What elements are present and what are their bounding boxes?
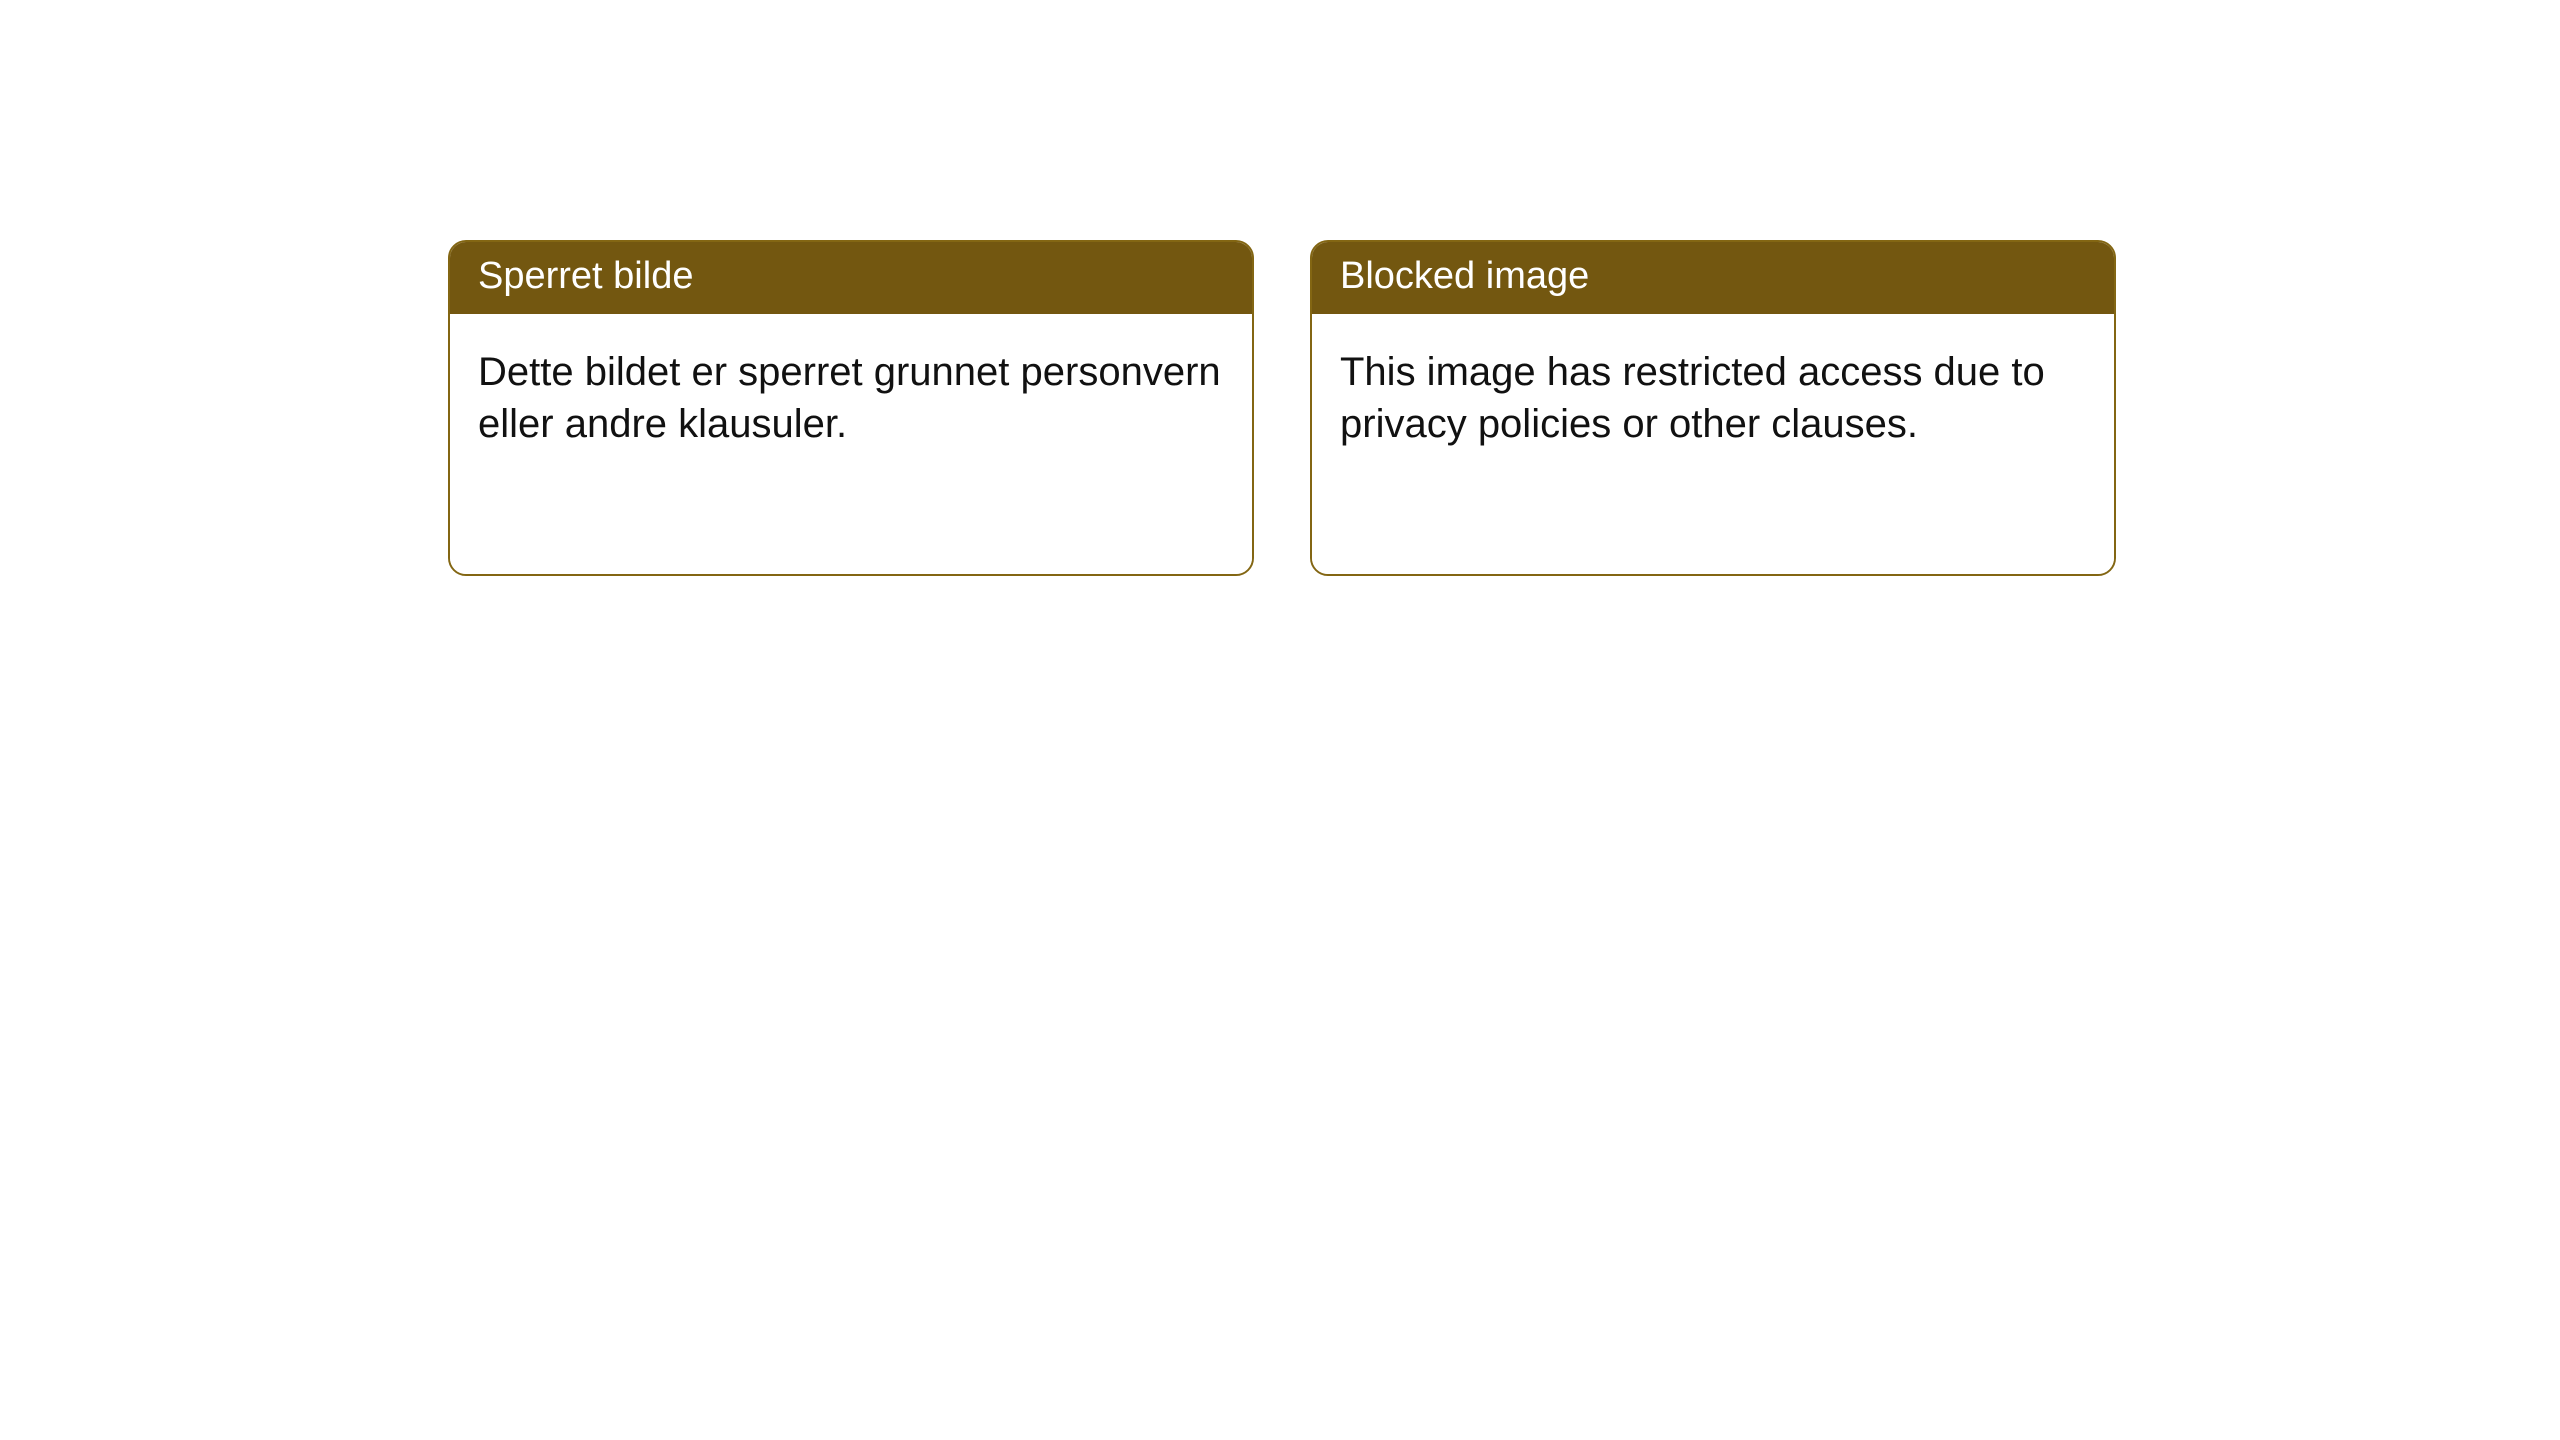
card-body: This image has restricted access due to … [1312,314,2114,574]
notice-card-row: Sperret bilde Dette bildet er sperret gr… [0,0,2560,576]
blocked-image-card-en: Blocked image This image has restricted … [1310,240,2116,576]
card-body: Dette bildet er sperret grunnet personve… [450,314,1252,574]
blocked-image-card-no: Sperret bilde Dette bildet er sperret gr… [448,240,1254,576]
card-header: Sperret bilde [450,242,1252,314]
card-header: Blocked image [1312,242,2114,314]
